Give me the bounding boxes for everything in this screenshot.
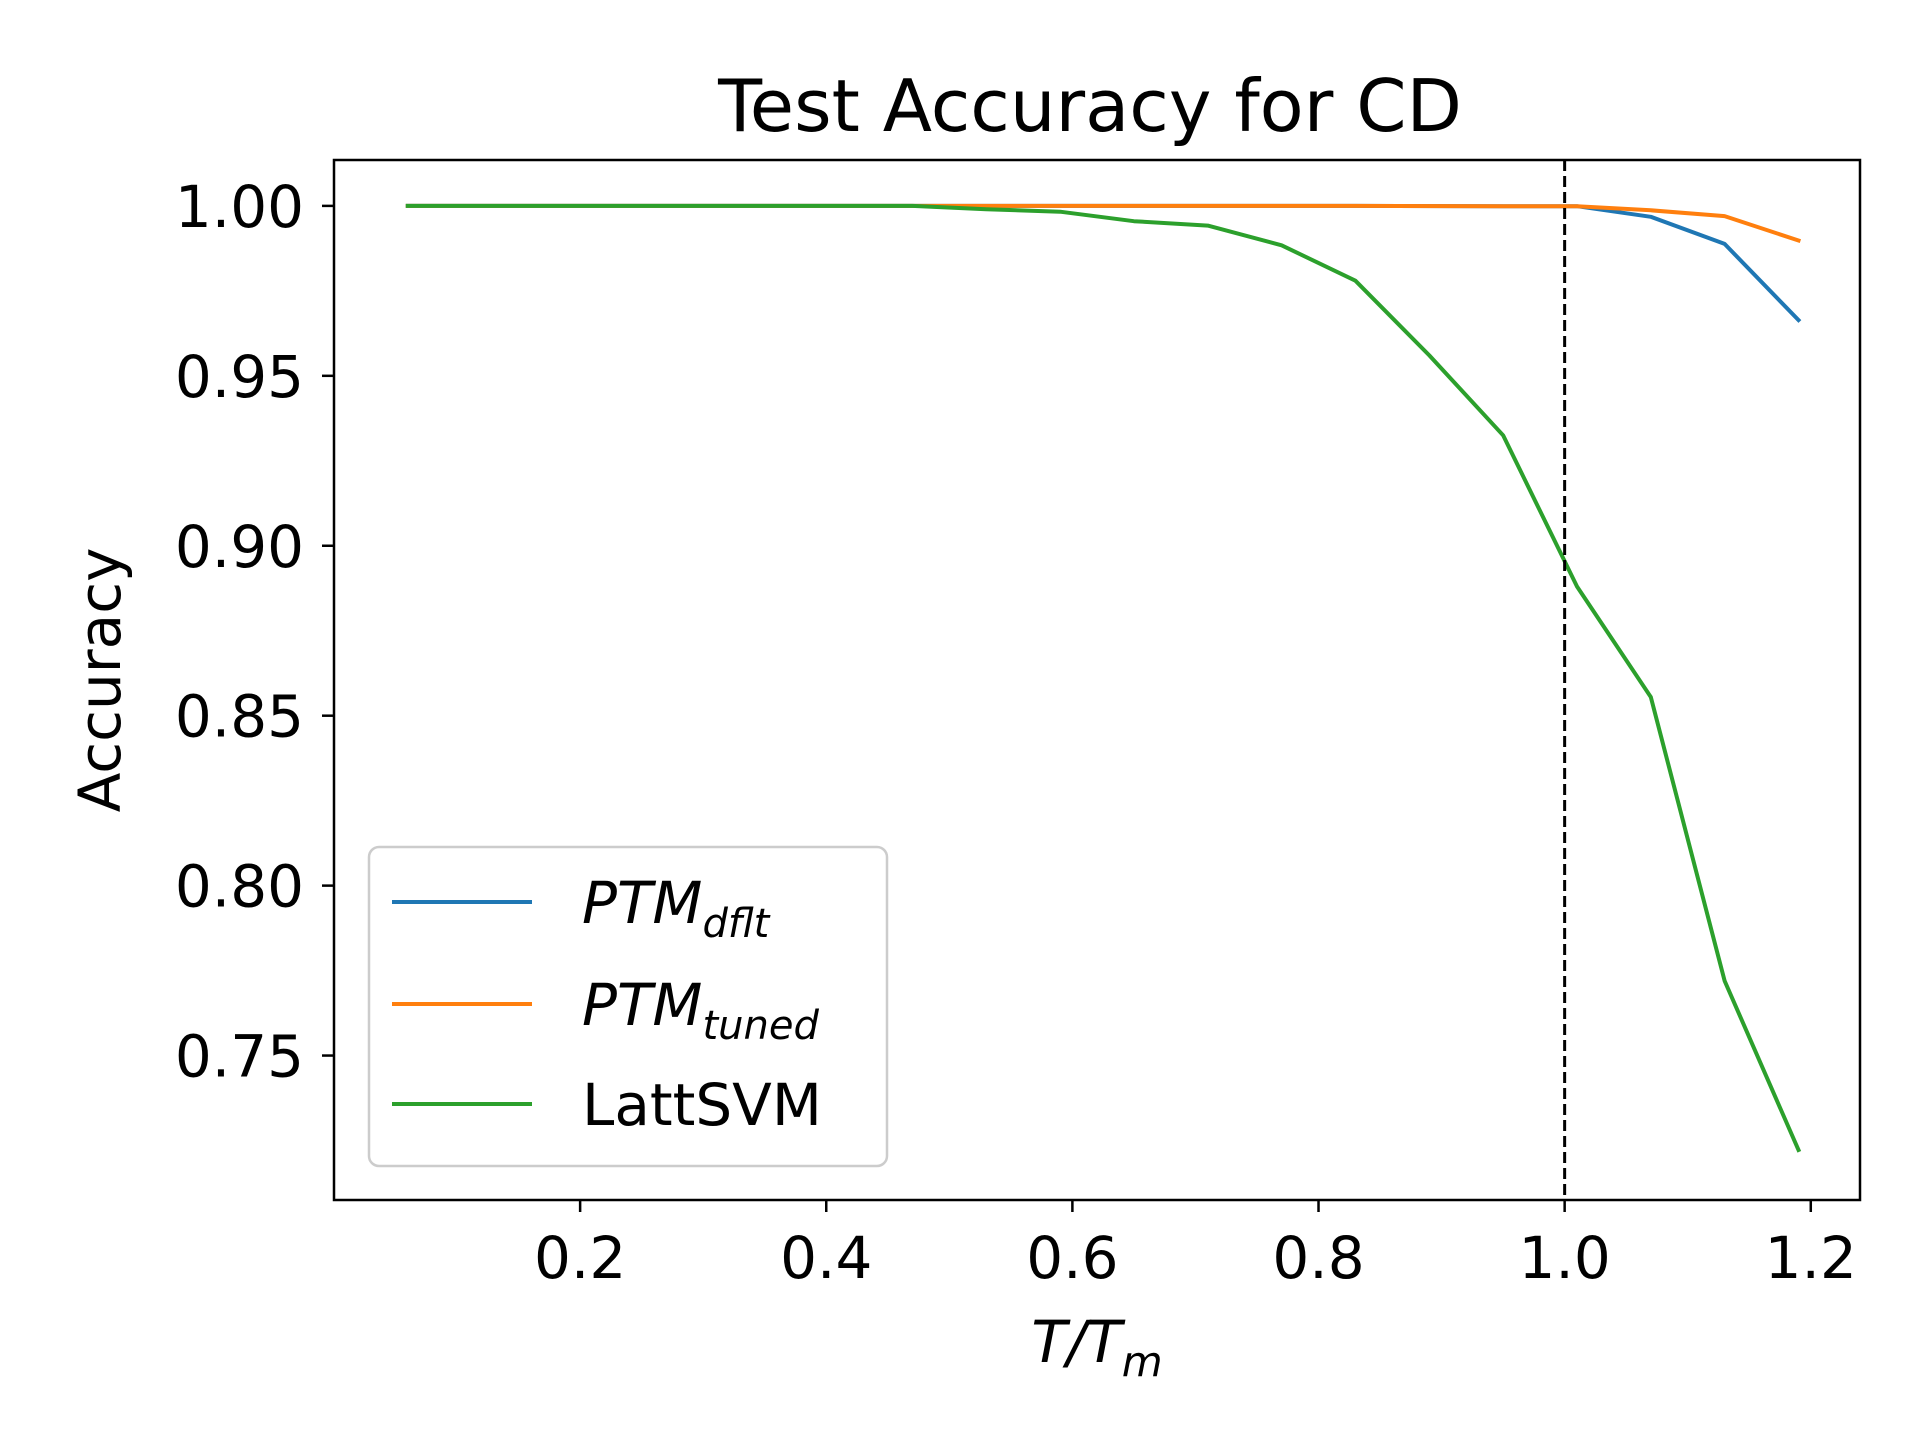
x-tick-label: 0.6 <box>1026 1224 1118 1292</box>
x-tick-label: 0.8 <box>1272 1224 1364 1292</box>
series-line-lattsvm <box>405 203 1802 1153</box>
y-tick-label: 0.75 <box>175 1023 304 1091</box>
x-axis-ticks: 0.2 0.4 0.6 0.8 1.0 1.2 <box>534 1200 1857 1292</box>
y-tick-label: 1.00 <box>175 173 304 241</box>
legend-label-subscript: dflt <box>702 901 770 947</box>
x-tick-label: 1.2 <box>1765 1224 1857 1292</box>
plot-area <box>405 160 1802 1200</box>
y-tick-label: 0.95 <box>175 343 304 411</box>
x-tick-label: 1.0 <box>1519 1224 1611 1292</box>
x-axis-label: T/Tm <box>1031 1308 1162 1386</box>
x-tick-label: 0.2 <box>534 1224 626 1292</box>
x-tick-label: 0.4 <box>780 1224 872 1292</box>
y-tick-label: 0.80 <box>175 853 304 921</box>
legend-label-main: PTM <box>582 869 702 937</box>
x-axis-label-subscript: m <box>1122 1337 1163 1386</box>
legend-label-subscript: tuned <box>702 1003 819 1049</box>
plot-frame <box>332 158 1862 1202</box>
x-axis-label-main: T/T <box>1031 1308 1126 1376</box>
y-axis-ticks: 0.75 0.80 0.85 0.90 0.95 1.00 <box>175 173 334 1091</box>
y-tick-label: 0.90 <box>175 513 304 581</box>
legend-label-main: PTM <box>582 971 702 1039</box>
y-tick-label: 0.85 <box>175 683 304 751</box>
legend-label: LattSVM <box>582 1071 822 1139</box>
legend-label: PTMdflt <box>582 869 771 947</box>
legend-box <box>367 845 889 1168</box>
legend-label: PTMtuned <box>582 971 819 1049</box>
y-axis-label: Accuracy <box>66 548 134 813</box>
series-line-tuned <box>405 203 1802 244</box>
chart-title: Test Accuracy for CD <box>717 64 1462 148</box>
